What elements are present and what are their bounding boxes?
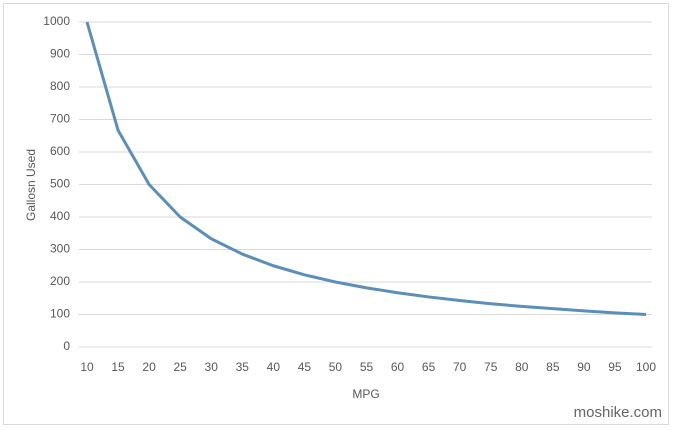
x-tick-label: 85 bbox=[546, 360, 560, 374]
y-tick-label: 100 bbox=[50, 307, 70, 321]
x-tick-label: 95 bbox=[608, 360, 622, 374]
y-tick-label: 600 bbox=[50, 144, 70, 158]
y-tick-label: 400 bbox=[50, 209, 70, 223]
data-line bbox=[85, 21, 647, 316]
y-tick-label: 1000 bbox=[43, 14, 70, 28]
x-tick-label: 90 bbox=[577, 360, 591, 374]
y-tick-label: 800 bbox=[50, 79, 70, 93]
x-tick-label: 60 bbox=[391, 360, 405, 374]
x-tick-label: 65 bbox=[422, 360, 436, 374]
x-tick-label: 25 bbox=[173, 360, 187, 374]
x-tick-label: 45 bbox=[298, 360, 312, 374]
x-tick-label: 70 bbox=[453, 360, 467, 374]
watermark: moshike.com bbox=[574, 404, 662, 421]
y-tick-label: 0 bbox=[63, 339, 70, 353]
x-tick-label: 55 bbox=[360, 360, 374, 374]
x-tick-label: 30 bbox=[205, 360, 219, 374]
x-tick-label: 50 bbox=[329, 360, 343, 374]
x-tick-label: 15 bbox=[111, 360, 125, 374]
y-tick-label: 900 bbox=[50, 47, 70, 61]
x-tick-label: 40 bbox=[267, 360, 281, 374]
y-tick-label: 700 bbox=[50, 112, 70, 126]
y-axis-label: Gallosn Used bbox=[24, 149, 38, 221]
x-tick-label: 100 bbox=[636, 360, 656, 374]
x-tick-label: 75 bbox=[484, 360, 498, 374]
x-tick-label: 10 bbox=[80, 360, 94, 374]
y-tick-label: 300 bbox=[50, 242, 70, 256]
x-axis-label: MPG bbox=[352, 387, 379, 401]
y-tick-label: 200 bbox=[50, 274, 70, 288]
y-tick-label: 500 bbox=[50, 177, 70, 191]
x-tick-label: 20 bbox=[142, 360, 156, 374]
chart-frame bbox=[3, 3, 669, 425]
x-tick-label: 35 bbox=[236, 360, 250, 374]
x-tick-label: 80 bbox=[515, 360, 529, 374]
